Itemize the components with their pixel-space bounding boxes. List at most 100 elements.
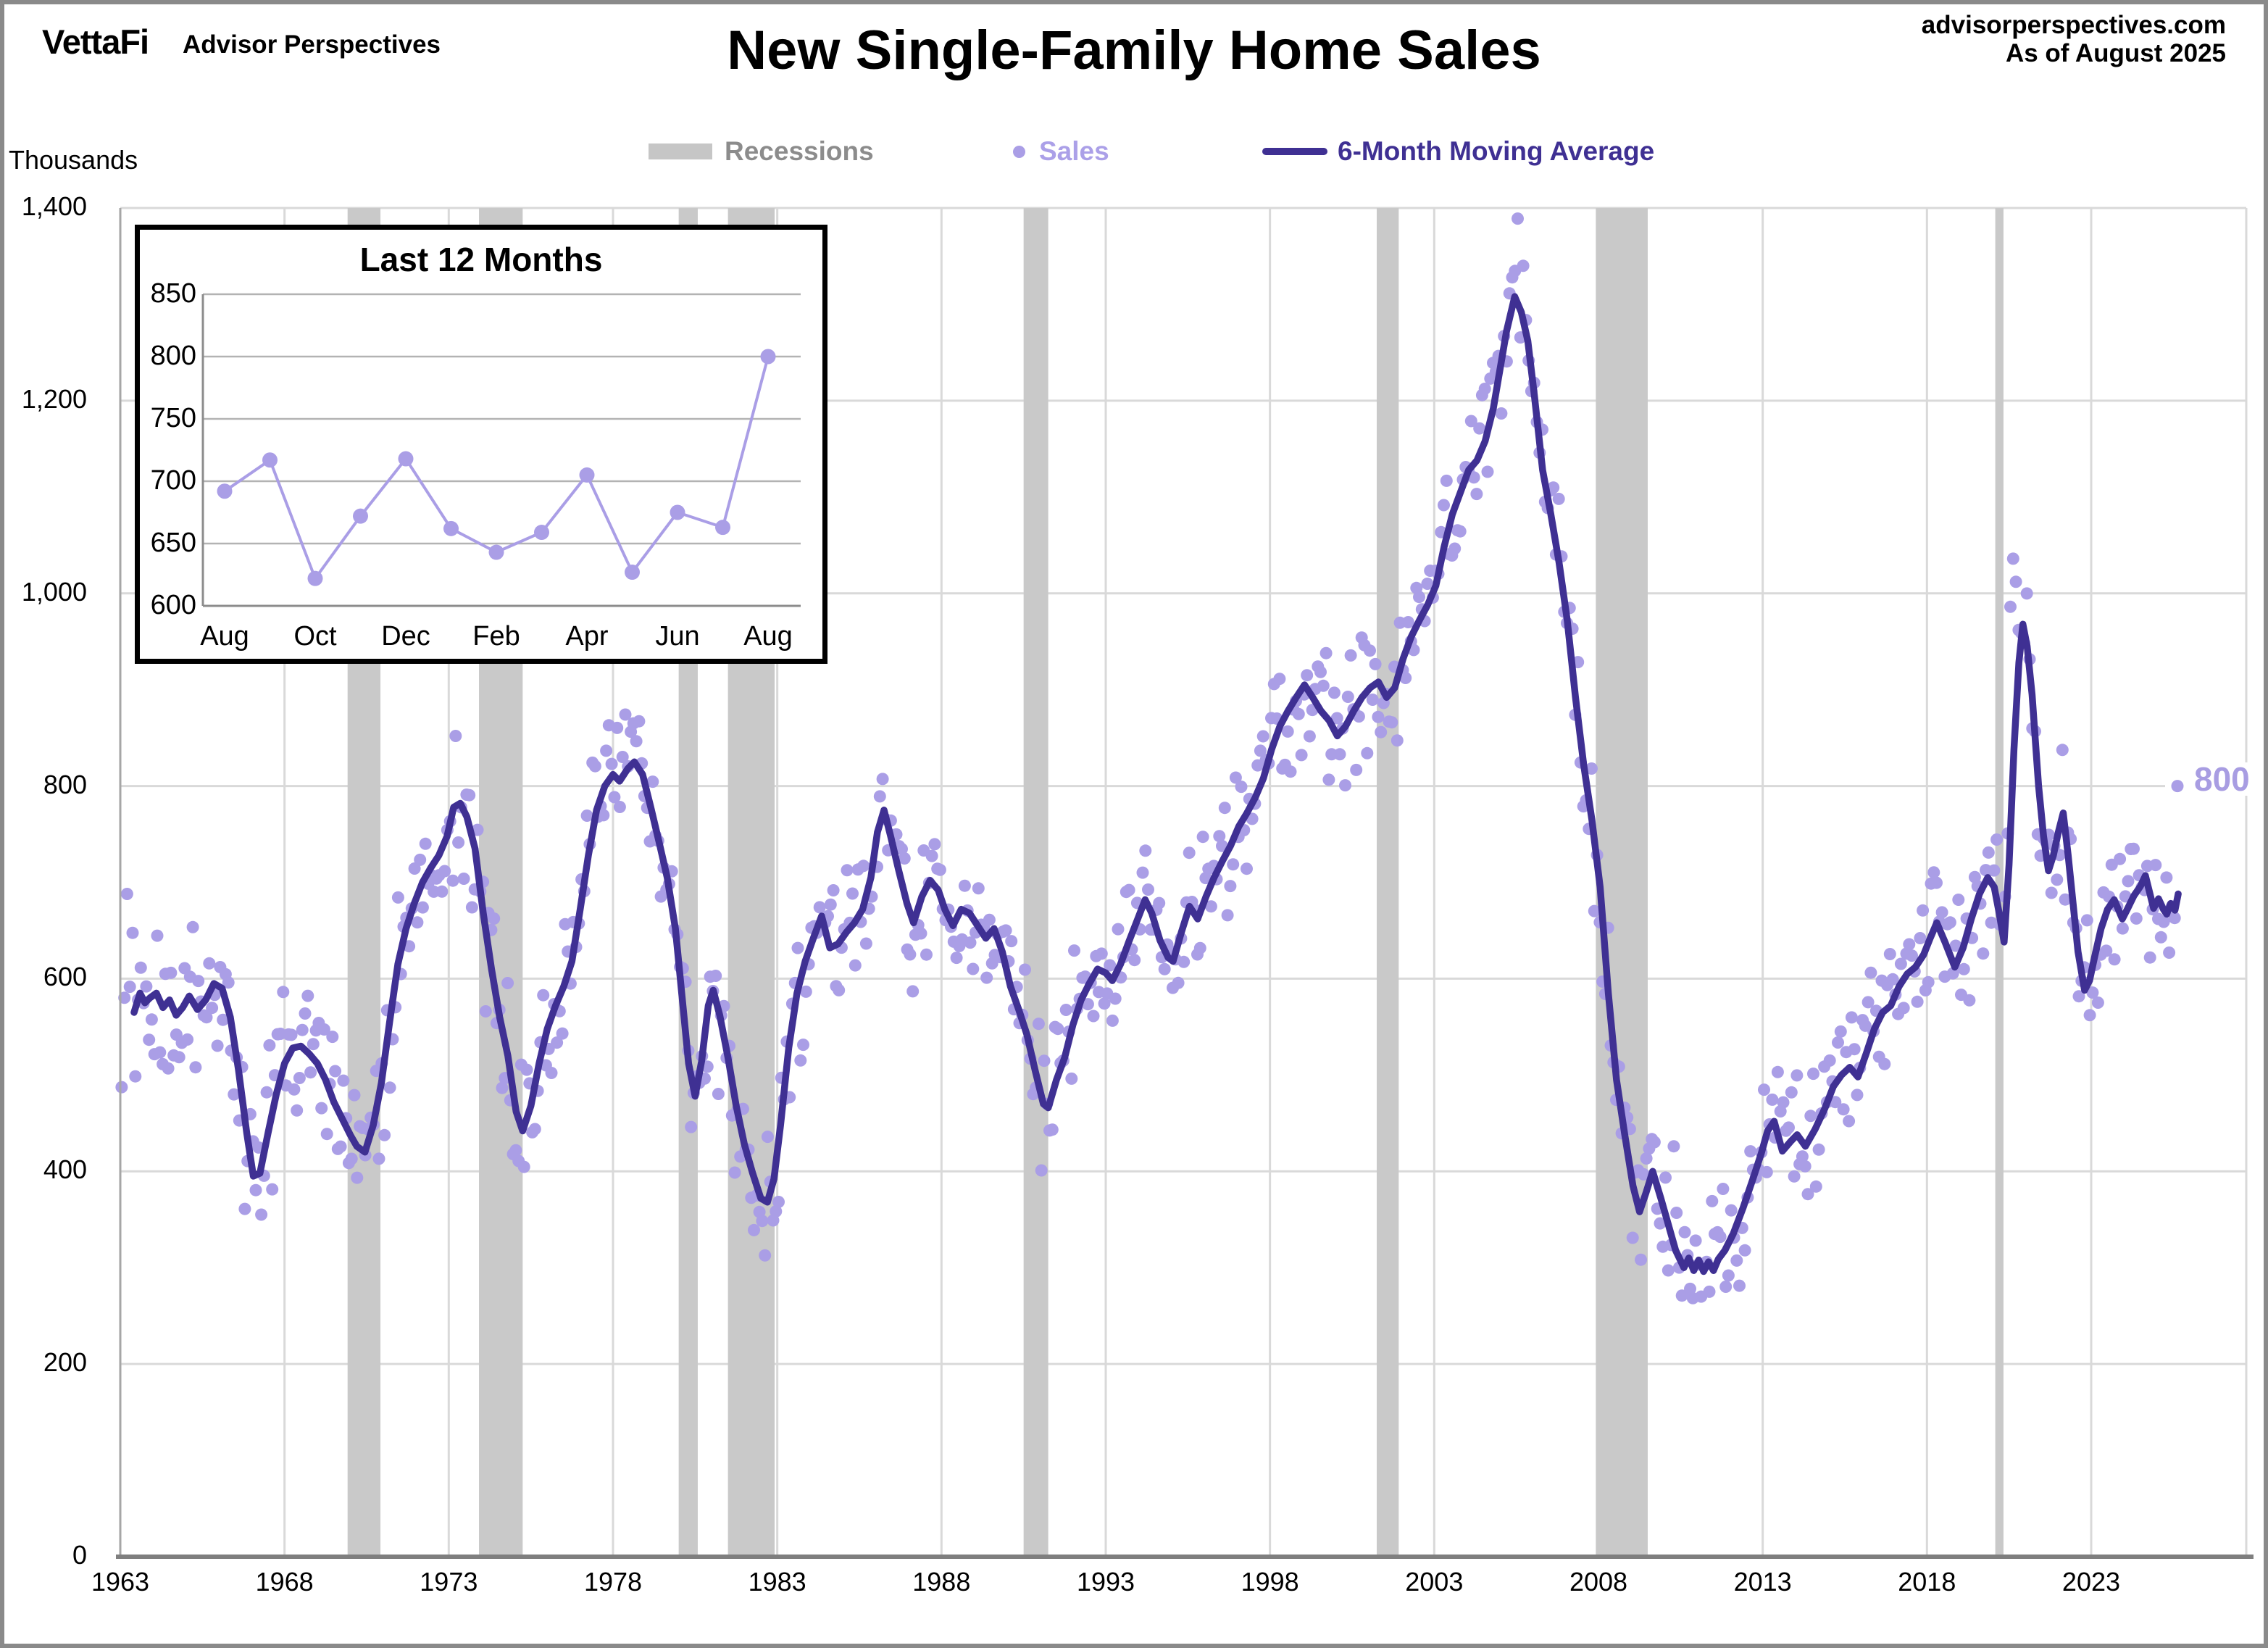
sales-dot bbox=[876, 773, 889, 786]
legend-recessions-label: Recessions bbox=[725, 136, 874, 166]
sales-dot bbox=[120, 888, 133, 900]
sales-dot bbox=[2020, 587, 2033, 600]
sales-dot bbox=[488, 912, 501, 925]
sales-dot bbox=[1766, 1093, 1779, 1106]
sales-dot bbox=[1087, 1010, 1100, 1023]
inset-x-tick-label: Dec bbox=[381, 621, 430, 652]
sales-dot bbox=[1785, 1086, 1798, 1099]
inset-point bbox=[353, 508, 368, 524]
sales-dot bbox=[2154, 931, 2167, 944]
sales-dot bbox=[1454, 525, 1467, 538]
sales-dot bbox=[1068, 944, 1080, 957]
sales-dot bbox=[545, 1067, 558, 1079]
sales-dot bbox=[906, 985, 920, 998]
inset-point bbox=[760, 349, 776, 365]
sales-dot bbox=[1350, 763, 1363, 776]
sales-dot bbox=[181, 1033, 194, 1046]
sales-dot bbox=[972, 882, 985, 895]
sales-dot bbox=[315, 1102, 328, 1115]
y-tick-label: 200 bbox=[43, 1347, 87, 1378]
x-tick-label: 1998 bbox=[1241, 1567, 1299, 1597]
sales-dot bbox=[162, 1062, 175, 1075]
sales-dot bbox=[556, 1027, 569, 1040]
sales-dot bbox=[797, 1039, 809, 1052]
legend-ma-label: 6-Month Moving Average bbox=[1338, 136, 1655, 166]
sales-dot bbox=[1218, 802, 1231, 815]
sales-dot bbox=[143, 1033, 156, 1046]
sales-dot bbox=[317, 1023, 330, 1036]
sales-dot bbox=[849, 959, 862, 972]
sales-dot bbox=[1758, 1083, 1770, 1096]
sales-dot bbox=[1364, 644, 1376, 657]
inset-y-tick-label: 700 bbox=[150, 465, 196, 496]
sales-dot bbox=[337, 1074, 350, 1087]
x-tick-label: 1973 bbox=[420, 1567, 478, 1597]
inset-last-12-months-chart: Last 12 Months 850 800 750 700 650 600 Aug Oct D… bbox=[135, 225, 827, 664]
legend-recessions-swatch bbox=[649, 143, 712, 159]
sales-dot bbox=[1199, 872, 1212, 885]
sales-dot bbox=[633, 715, 646, 728]
sales-dot bbox=[685, 1120, 698, 1133]
sales-dot bbox=[1046, 1123, 1059, 1136]
sales-dot bbox=[126, 926, 139, 939]
sales-dot bbox=[1065, 1072, 1078, 1085]
sales-dot bbox=[2006, 552, 2019, 565]
sales-dot bbox=[1788, 1170, 1801, 1183]
sales-dot bbox=[301, 989, 314, 1002]
sales-dot bbox=[277, 986, 290, 999]
inset-y-tick-label: 850 bbox=[150, 278, 196, 309]
sales-dot bbox=[1221, 909, 1234, 922]
sales-dot bbox=[1235, 781, 1248, 794]
sales-dot bbox=[260, 1086, 273, 1099]
sales-dot bbox=[1109, 992, 1122, 1005]
sales-dot bbox=[1295, 749, 1308, 762]
sales-dot bbox=[1670, 1207, 1683, 1219]
sales-dot bbox=[1241, 862, 1253, 875]
sales-dot bbox=[1512, 212, 1524, 225]
sales-dot bbox=[1832, 1036, 1844, 1049]
inset-x-tick-label: Feb bbox=[472, 621, 520, 652]
sales-dot bbox=[1128, 954, 1141, 967]
sales-dot bbox=[1949, 939, 1962, 952]
sales-dot bbox=[1372, 710, 1385, 723]
sales-dot bbox=[712, 1088, 725, 1100]
x-tick-label: 2003 bbox=[1405, 1567, 1464, 1597]
sales-dot bbox=[1038, 1054, 1051, 1068]
sales-dot bbox=[983, 913, 996, 926]
sales-dot bbox=[1153, 896, 1166, 910]
sales-dot bbox=[1640, 1152, 1653, 1165]
sales-dot bbox=[597, 809, 610, 822]
sales-dot bbox=[928, 838, 941, 851]
sales-dot bbox=[967, 962, 980, 975]
inset-chart-canvas bbox=[201, 293, 801, 607]
sales-dot bbox=[2114, 852, 2127, 865]
sales-dot bbox=[154, 1046, 167, 1059]
sales-dot bbox=[1256, 730, 1270, 743]
sales-dot bbox=[1399, 672, 1412, 684]
sales-dot bbox=[630, 735, 643, 748]
sales-dot bbox=[1467, 471, 1480, 484]
sales-dot bbox=[452, 836, 465, 849]
sales-dot bbox=[1648, 1136, 1661, 1149]
sales-dot bbox=[1675, 1289, 1688, 1302]
sales-dot bbox=[307, 1038, 320, 1051]
sales-dot bbox=[496, 1081, 509, 1094]
sales-dot bbox=[772, 1196, 785, 1208]
y-tick-label: 400 bbox=[43, 1154, 87, 1185]
sales-dot bbox=[438, 865, 451, 878]
sales-dot bbox=[1635, 1253, 1647, 1266]
sales-dot bbox=[172, 1051, 185, 1064]
sales-dot bbox=[1227, 858, 1240, 871]
y-tick-label: 0 bbox=[72, 1540, 87, 1570]
sales-dot bbox=[1783, 1121, 1795, 1134]
sales-dot bbox=[1952, 894, 1965, 906]
sales-dot bbox=[1333, 748, 1346, 761]
legend-ma-line-swatch bbox=[1262, 148, 1327, 155]
inset-y-tick-label: 800 bbox=[150, 341, 196, 371]
source-url: advisorperspectives.com bbox=[1921, 11, 2226, 39]
sales-dot bbox=[1935, 906, 1948, 919]
sales-dot bbox=[1886, 973, 1899, 986]
sales-dot bbox=[1284, 765, 1297, 778]
sales-dot bbox=[846, 887, 859, 900]
sales-dot bbox=[1897, 1002, 1910, 1015]
